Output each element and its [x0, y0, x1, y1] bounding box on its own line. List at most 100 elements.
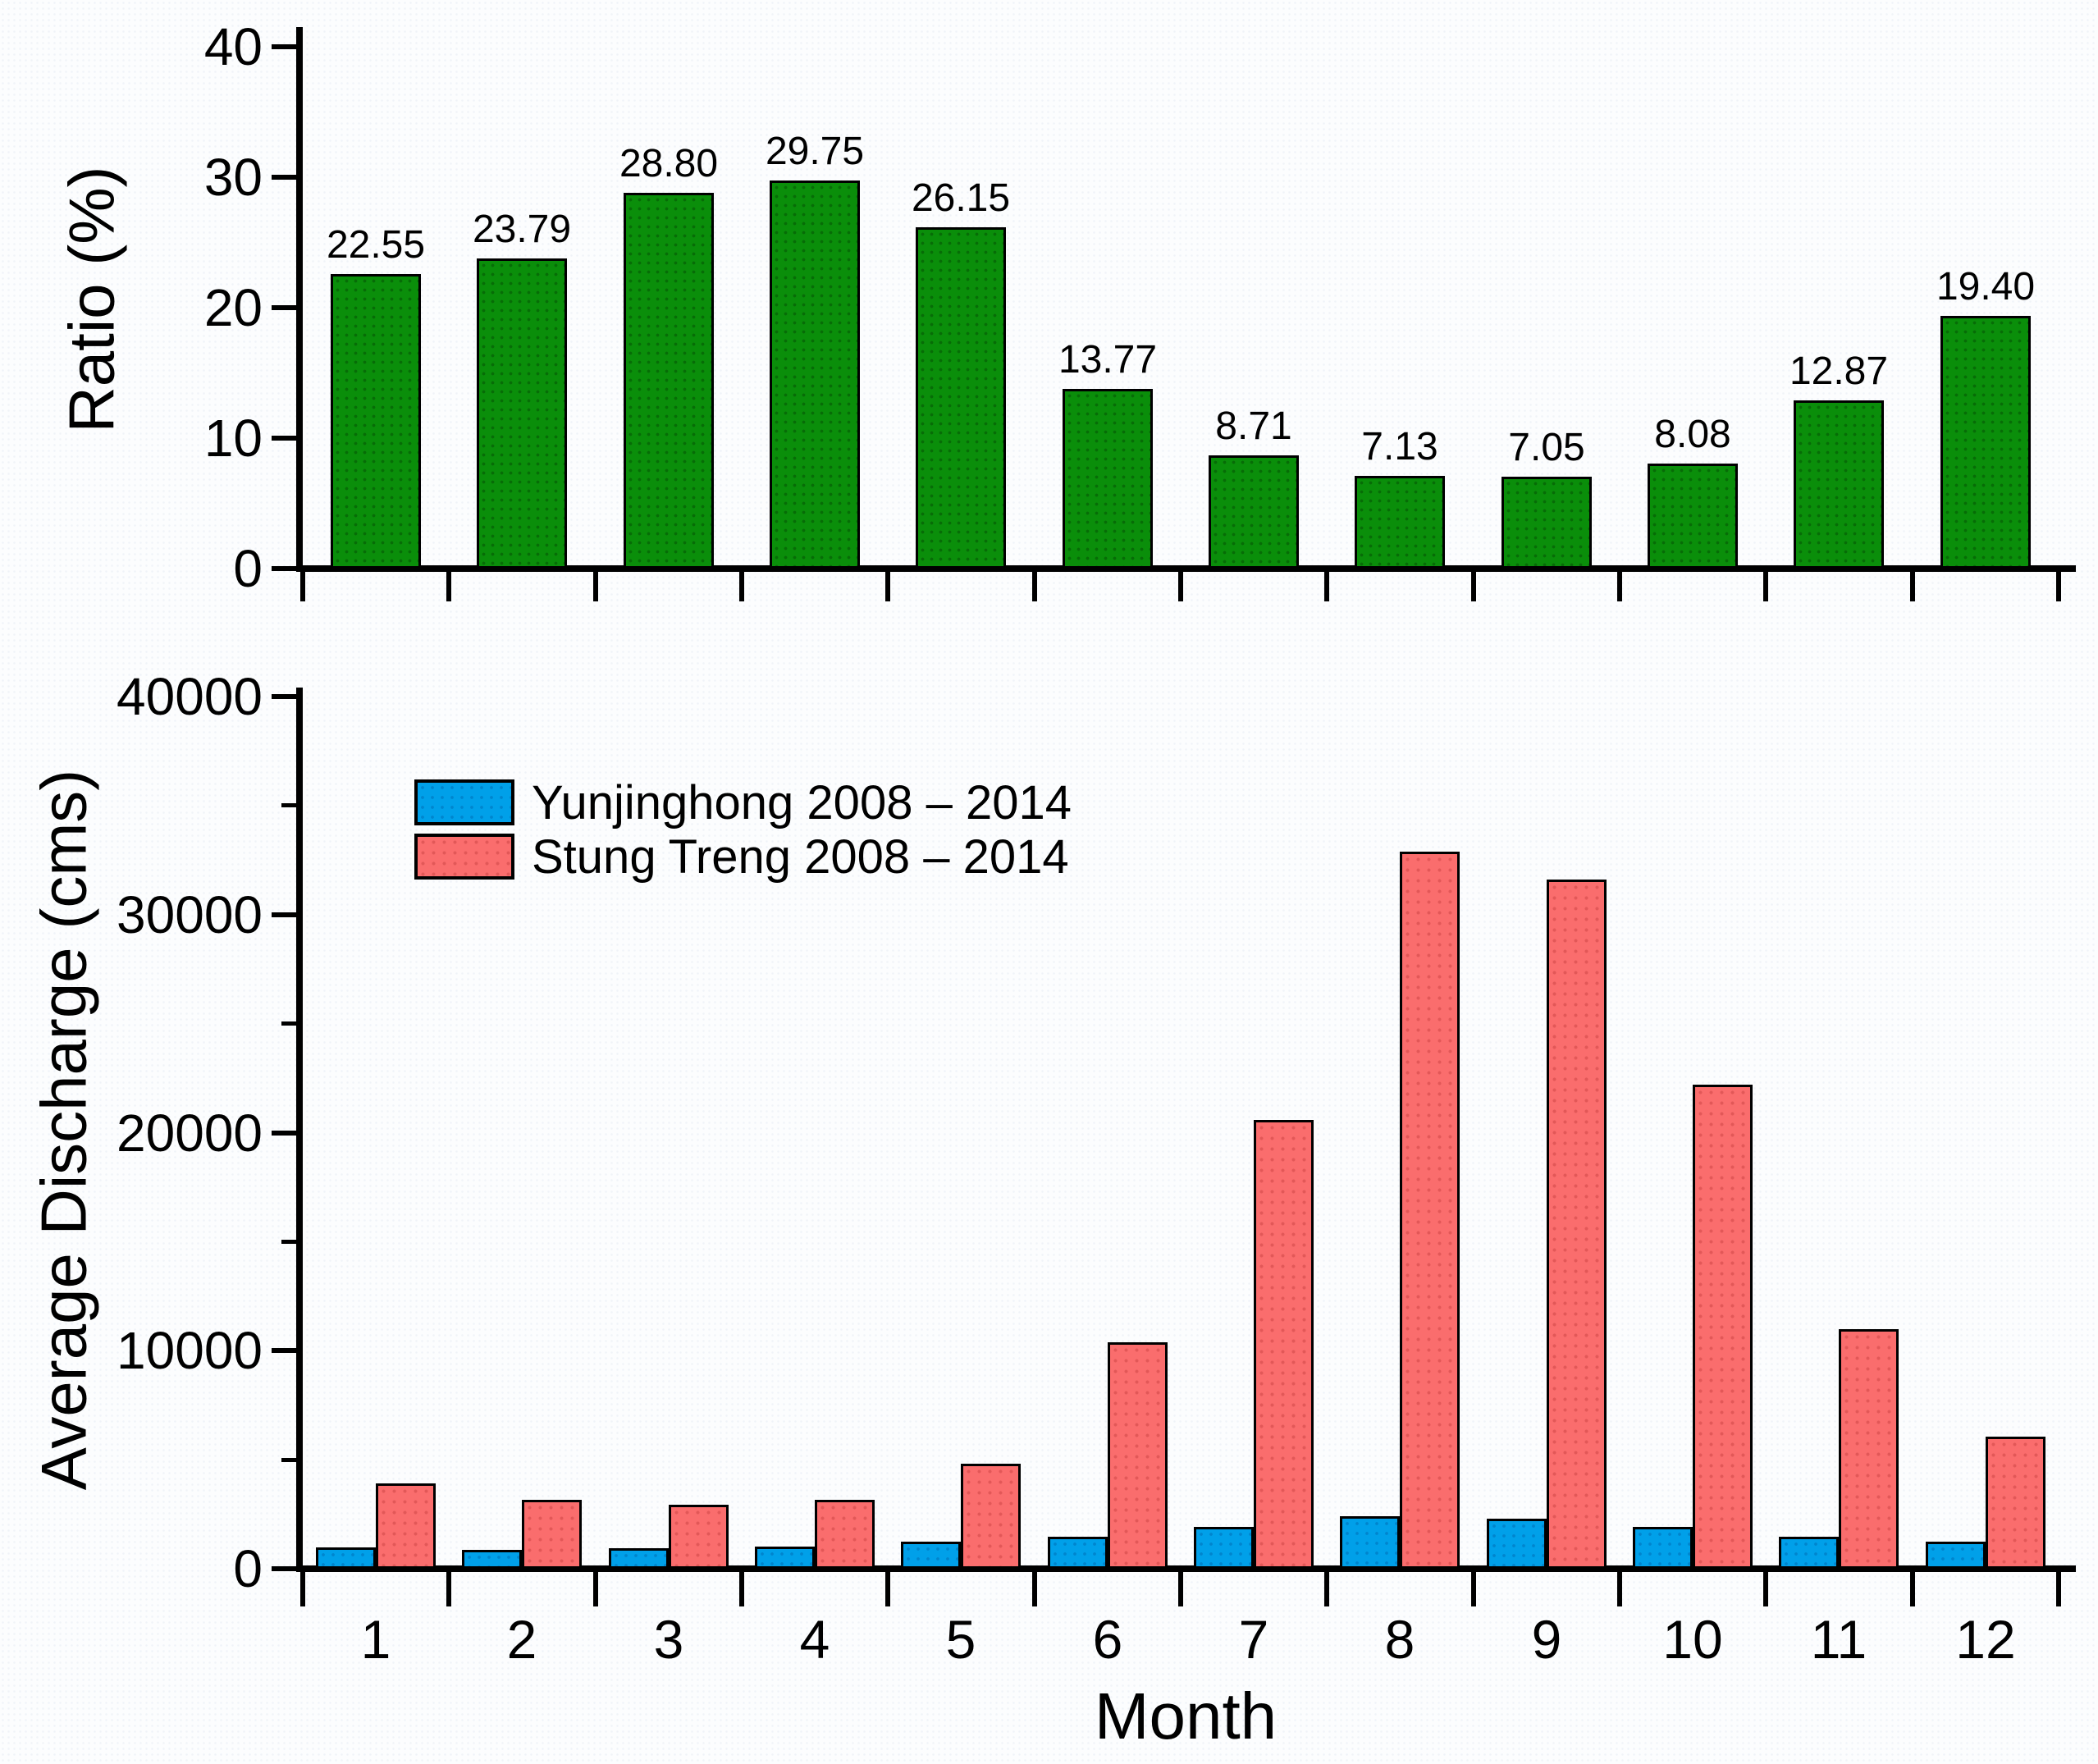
- month-label: 11: [1810, 1609, 1867, 1670]
- discharge-y-tick-label: 10000: [117, 1321, 263, 1380]
- discharge-y-tick: [272, 1348, 296, 1353]
- ratio-bar: [1355, 476, 1445, 569]
- month-label: 9: [1531, 1609, 1562, 1670]
- ratio-x-tick: [1032, 572, 1037, 601]
- ratio-bar-value-label: 19.40: [1936, 265, 2036, 308]
- x-axis-title: Month: [1094, 1679, 1278, 1753]
- discharge-bar-yunjinghong: [1194, 1527, 1254, 1569]
- discharge-bar-yunjinghong: [1926, 1542, 1986, 1569]
- month-label: 4: [799, 1609, 830, 1670]
- month-label: 10: [1662, 1609, 1723, 1670]
- ratio-bar: [770, 181, 860, 569]
- ratio-x-tick: [739, 572, 744, 601]
- ratio-y-tick-label: 10: [203, 409, 263, 468]
- ratio-y-tick: [272, 566, 296, 571]
- legend-label-stung-treng: Stung Treng 2008 – 2014: [532, 830, 1069, 884]
- ratio-y-tick: [272, 305, 296, 310]
- discharge-bar-yunjinghong: [901, 1542, 961, 1569]
- ratio-y-tick: [272, 436, 296, 441]
- discharge-y-tick: [272, 1566, 296, 1571]
- ratio-x-tick: [1617, 572, 1622, 601]
- ratio-bar: [624, 193, 714, 569]
- ratio-bar: [1940, 316, 2031, 569]
- discharge-bar-yunjinghong: [1779, 1537, 1839, 1569]
- ratio-bar: [1794, 400, 1884, 569]
- discharge-y-minor-tick: [281, 1021, 296, 1026]
- discharge-y-axis: [296, 688, 303, 1572]
- discharge-bar-stung-treng: [1254, 1120, 1314, 1569]
- discharge-bar-stung-treng: [815, 1500, 875, 1569]
- discharge-x-tick: [1910, 1572, 1915, 1606]
- ratio-x-tick: [2056, 572, 2061, 601]
- ratio-bar-value-label: 23.79: [472, 208, 572, 251]
- discharge-bar-yunjinghong: [1487, 1519, 1547, 1569]
- ratio-bar: [916, 227, 1006, 569]
- discharge-x-tick: [446, 1572, 451, 1606]
- ratio-bar-value-label: 29.75: [765, 130, 865, 173]
- discharge-y-tick: [272, 912, 296, 917]
- discharge-y-minor-tick: [281, 1240, 296, 1244]
- discharge-bar-stung-treng: [1108, 1342, 1168, 1569]
- ratio-x-tick: [446, 572, 451, 601]
- ratio-y-tick-label: 40: [203, 17, 263, 76]
- ratio-y-tick-label: 0: [233, 539, 263, 598]
- discharge-bar-stung-treng: [961, 1464, 1021, 1569]
- legend-swatch-stung-treng: [414, 834, 514, 880]
- month-label: 1: [360, 1609, 391, 1670]
- month-label: 5: [945, 1609, 976, 1670]
- discharge-y-tick-label: 20000: [117, 1104, 263, 1163]
- ratio-bar: [1502, 477, 1592, 569]
- month-label: 2: [506, 1609, 537, 1670]
- ratio-bar-value-label: 22.55: [326, 223, 426, 267]
- discharge-y-minor-tick: [281, 803, 296, 807]
- month-label: 7: [1238, 1609, 1269, 1670]
- discharge-bar-stung-treng: [1839, 1329, 1899, 1569]
- discharge-bar-stung-treng: [669, 1505, 729, 1569]
- discharge-bar-stung-treng: [1986, 1437, 2045, 1569]
- discharge-y-tick-label: 0: [233, 1539, 263, 1598]
- discharge-bar-stung-treng: [522, 1500, 582, 1569]
- discharge-y-tick-label: 40000: [117, 667, 263, 726]
- ratio-bar: [331, 274, 421, 569]
- ratio-x-tick: [1324, 572, 1329, 601]
- discharge-x-tick: [300, 1572, 305, 1606]
- ratio-y-tick-label: 20: [203, 278, 263, 337]
- discharge-bar-stung-treng: [376, 1483, 436, 1569]
- ratio-x-tick: [593, 572, 598, 601]
- discharge-bar-yunjinghong: [755, 1547, 815, 1569]
- ratio-bar: [477, 258, 567, 569]
- ratio-bar: [1209, 455, 1299, 569]
- discharge-bar-yunjinghong: [609, 1548, 669, 1569]
- discharge-x-tick: [885, 1572, 890, 1606]
- discharge-x-tick: [1617, 1572, 1622, 1606]
- ratio-x-tick: [1471, 572, 1476, 601]
- ratio-bar-value-label: 8.71: [1215, 404, 1292, 448]
- ratio-x-tick: [885, 572, 890, 601]
- discharge-x-tick: [1324, 1572, 1329, 1606]
- ratio-bar: [1648, 464, 1738, 569]
- ratio-bar-value-label: 28.80: [619, 142, 719, 185]
- ratio-x-axis: [296, 565, 2076, 572]
- discharge-x-tick: [1763, 1572, 1768, 1606]
- discharge-bar-yunjinghong: [316, 1547, 376, 1569]
- ratio-y-tick-label: 30: [203, 148, 263, 207]
- discharge-x-tick: [2056, 1572, 2061, 1606]
- month-label: 6: [1092, 1609, 1123, 1670]
- discharge-x-axis: [296, 1565, 2076, 1572]
- ratio-bar-value-label: 12.87: [1789, 350, 1889, 393]
- discharge-bar-yunjinghong: [1340, 1516, 1400, 1569]
- ratio-bar-value-label: 26.15: [911, 176, 1011, 220]
- legend-label-yunjinghong: Yunjinghong 2008 – 2014: [532, 776, 1072, 829]
- ratio-bar-value-label: 7.05: [1508, 426, 1585, 469]
- discharge-x-tick: [593, 1572, 598, 1606]
- ratio-x-tick: [1763, 572, 1768, 601]
- discharge-x-tick: [1178, 1572, 1183, 1606]
- month-label: 8: [1384, 1609, 1415, 1670]
- ratio-x-tick: [300, 572, 305, 601]
- discharge-bar-stung-treng: [1400, 852, 1460, 1569]
- discharge-x-tick: [739, 1572, 744, 1606]
- ratio-x-tick: [1910, 572, 1915, 601]
- discharge-bar-yunjinghong: [1048, 1537, 1108, 1569]
- ratio-y-axis: [296, 27, 303, 572]
- discharge-y-tick: [272, 1131, 296, 1136]
